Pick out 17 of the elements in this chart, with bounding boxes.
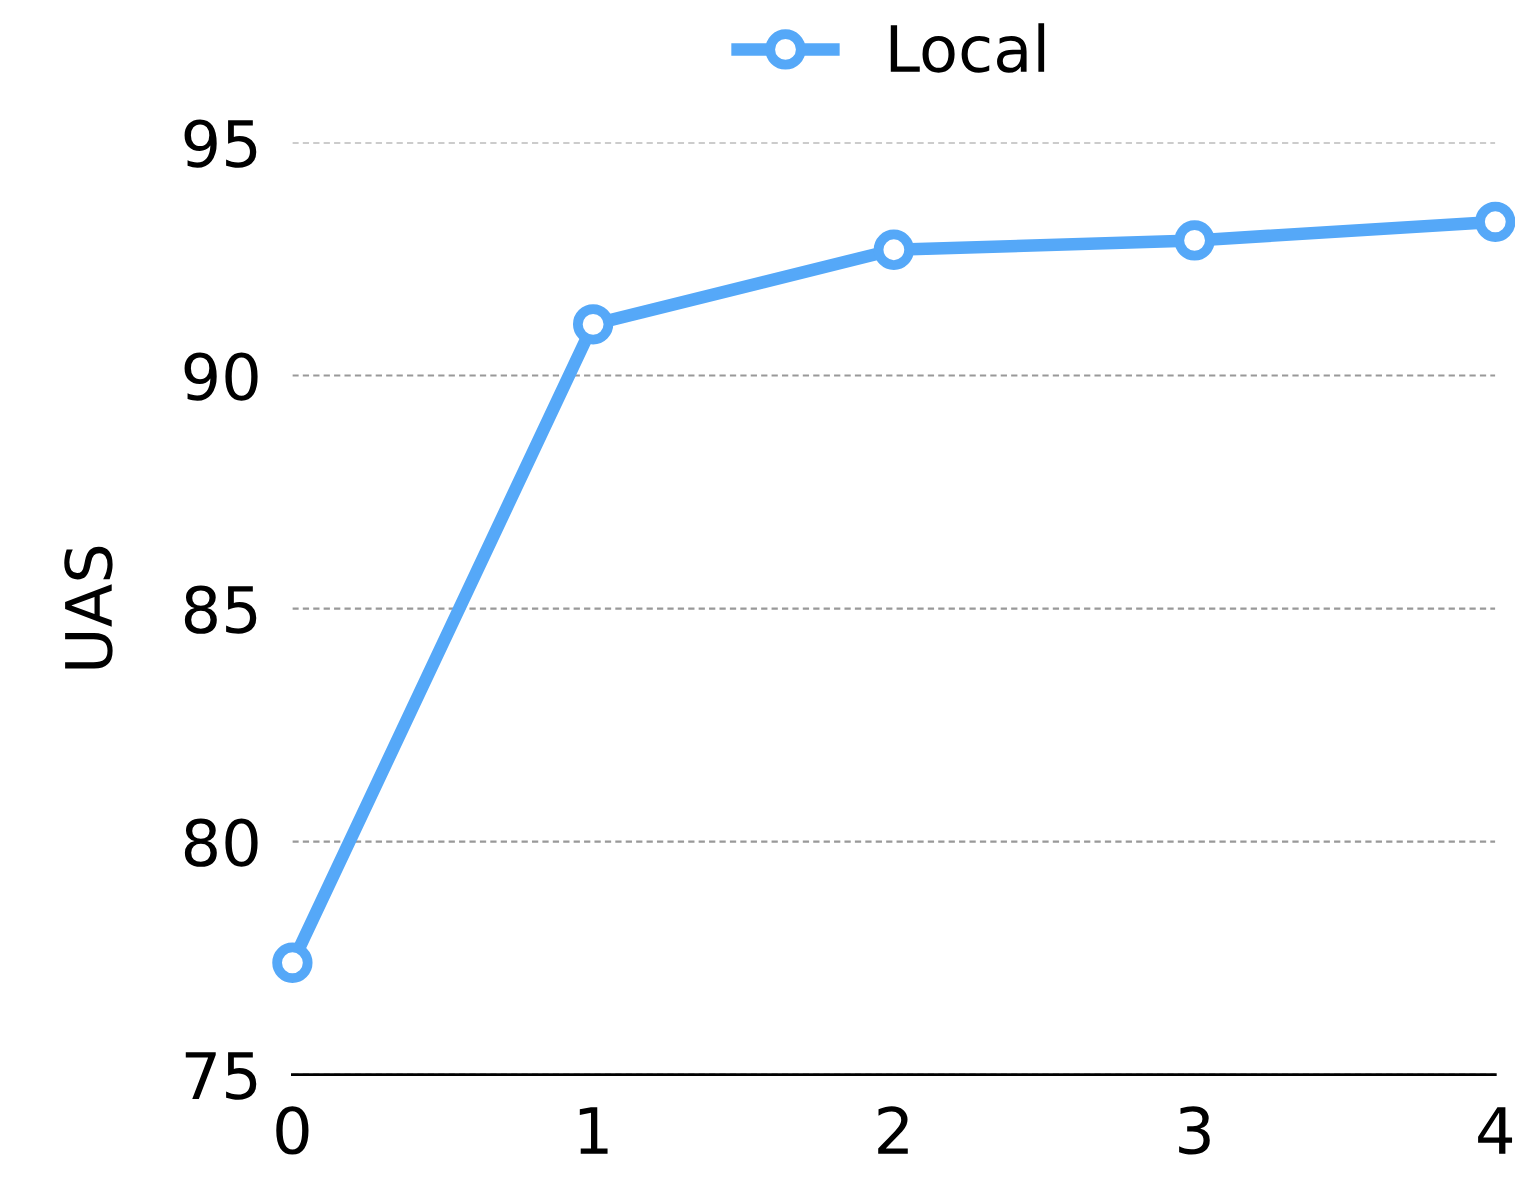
point (873, 229, 914, 270)
y-tick-label: 80 (184, 818, 258, 867)
point (572, 304, 614, 345)
y-tick-label: 90 (184, 352, 258, 401)
point (1174, 220, 1215, 261)
x-tick-label: 1 (579, 1107, 608, 1154)
point (1475, 201, 1515, 242)
point (272, 942, 313, 983)
y-tick-label: 75 (185, 1052, 257, 1100)
x-tick-label: 3 (1179, 1106, 1210, 1155)
y-tick-label: 95 (184, 119, 257, 168)
x-tick-label: 2 (878, 1106, 908, 1154)
x-tick-label: 4 (1478, 1107, 1513, 1154)
legend-label: Local (890, 23, 1045, 73)
x-tick-label: 0 (276, 1106, 309, 1155)
y-tick-label: 85 (184, 585, 257, 634)
y-axis-title: UAS (64, 546, 113, 669)
